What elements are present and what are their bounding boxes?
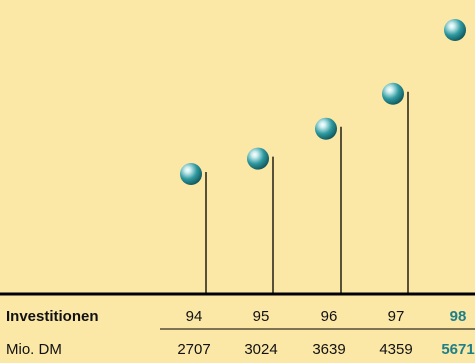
year-label-94: 94	[186, 308, 203, 325]
year-label-96: 96	[321, 308, 338, 325]
marker-94	[180, 163, 202, 185]
marker-97	[382, 82, 404, 105]
year-labels: 94 95 96 97 98	[186, 308, 467, 325]
marker-95	[247, 147, 269, 170]
year-label-95: 95	[253, 308, 270, 325]
unit-label: Mio. DM	[6, 341, 62, 358]
year-label-97: 97	[388, 308, 405, 325]
value-label-95: 3024	[244, 341, 277, 358]
markers-group	[180, 19, 466, 185]
value-label-98: 5671	[441, 341, 474, 358]
value-label-97: 4359	[379, 341, 412, 358]
row-label: Investitionen	[6, 308, 99, 325]
value-label-94: 2707	[177, 341, 210, 358]
stems-group	[205, 91, 409, 294]
value-labels: 2707 3024 3639 4359 5671	[177, 341, 474, 358]
year-label-98: 98	[450, 308, 467, 325]
marker-98	[444, 19, 466, 41]
marker-96	[315, 117, 337, 140]
value-label-96: 3639	[312, 341, 345, 358]
